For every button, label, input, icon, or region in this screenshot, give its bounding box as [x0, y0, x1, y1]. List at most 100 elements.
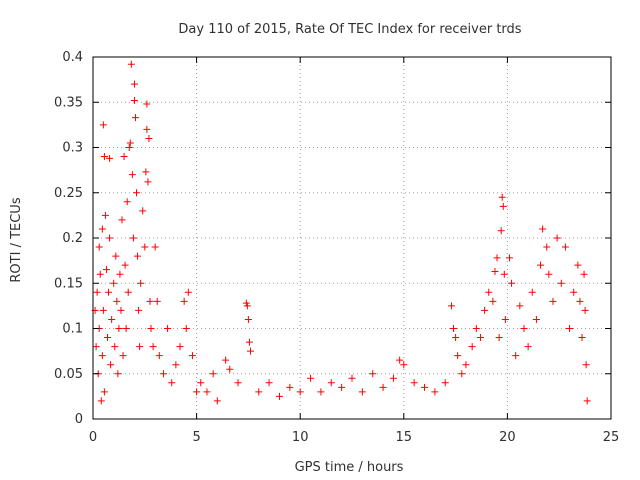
data-point — [508, 279, 516, 287]
data-point — [118, 216, 126, 224]
y-tick-label: 0.3 — [62, 141, 83, 156]
data-point — [421, 383, 429, 391]
data-point — [450, 325, 458, 332]
data-point — [537, 261, 545, 269]
data-point — [498, 193, 506, 201]
data-point — [576, 297, 584, 305]
data-point — [499, 202, 507, 210]
data-points — [91, 60, 591, 405]
data-point — [458, 370, 466, 378]
data-point — [143, 100, 151, 108]
data-point — [578, 334, 586, 342]
data-point — [400, 361, 408, 369]
data-point — [296, 388, 304, 396]
data-point — [93, 288, 101, 296]
data-point — [203, 388, 211, 396]
data-point — [491, 267, 499, 275]
data-point — [495, 334, 503, 342]
axes: 0 5 10 15 20 25 0 0.05 0.1 0.15 0.2 0.25 0.3 0.35 0.4 — [54, 50, 619, 445]
data-point — [570, 288, 578, 296]
x-tick-label: 5 — [192, 430, 200, 445]
data-point — [489, 297, 497, 305]
data-point — [317, 388, 325, 396]
data-point — [441, 379, 449, 387]
data-point — [389, 374, 397, 382]
data-point — [98, 225, 106, 233]
data-point — [255, 388, 263, 396]
data-point — [286, 383, 294, 391]
data-point — [142, 168, 150, 176]
data-point — [146, 297, 154, 305]
data-point — [117, 306, 125, 314]
data-point — [107, 361, 115, 369]
data-point — [222, 356, 230, 364]
y-tick-label: 0.1 — [62, 322, 83, 337]
data-point — [532, 315, 540, 323]
data-point — [447, 302, 455, 310]
data-point — [226, 365, 234, 373]
data-point — [497, 227, 505, 235]
data-point — [101, 211, 109, 219]
data-point — [100, 388, 108, 396]
grid — [93, 57, 611, 419]
x-tick-label: 15 — [396, 430, 413, 445]
data-point — [213, 397, 221, 405]
data-point — [113, 297, 121, 305]
data-point — [176, 343, 184, 351]
data-point — [539, 225, 547, 233]
data-point — [111, 343, 119, 351]
y-tick-label: 0.15 — [54, 276, 83, 291]
x-axis-label: GPS time / hours — [295, 460, 404, 475]
y-tick-label: 0.25 — [54, 186, 83, 201]
data-point — [348, 374, 356, 382]
data-point — [164, 325, 172, 332]
data-point — [147, 325, 155, 332]
data-point — [115, 325, 123, 332]
data-point — [124, 288, 132, 296]
data-point — [110, 279, 118, 287]
data-point — [184, 288, 192, 296]
data-point — [143, 125, 151, 133]
x-tick-label: 0 — [89, 430, 97, 445]
data-point — [557, 279, 565, 287]
data-point — [119, 352, 127, 360]
data-point — [106, 234, 114, 242]
data-point — [114, 370, 122, 378]
data-point — [182, 325, 190, 332]
data-point — [98, 352, 106, 360]
data-point — [543, 243, 551, 251]
data-point — [128, 171, 136, 179]
data-point — [180, 297, 188, 305]
data-point — [581, 306, 589, 314]
data-point — [524, 343, 532, 351]
data-point — [500, 270, 508, 278]
data-point — [234, 379, 242, 387]
data-point — [120, 153, 128, 161]
data-point — [566, 325, 574, 332]
data-point — [130, 80, 138, 88]
data-point — [126, 139, 134, 147]
data-point — [104, 334, 112, 342]
data-point — [462, 361, 470, 369]
x-tick-label: 10 — [292, 430, 309, 445]
data-point — [131, 114, 139, 122]
data-point — [431, 388, 439, 396]
y-tick-label: 0 — [75, 412, 83, 427]
data-point — [468, 343, 476, 351]
data-point — [549, 297, 557, 305]
data-point — [244, 315, 252, 323]
data-point — [99, 121, 107, 129]
data-point — [338, 383, 346, 391]
data-point — [168, 379, 176, 387]
data-point — [545, 270, 553, 278]
data-point — [134, 252, 142, 260]
y-tick-label: 0.2 — [62, 231, 83, 246]
data-point — [125, 144, 133, 151]
data-point — [396, 356, 404, 364]
chart-title: Day 110 of 2015, Rate Of TEC Index for r… — [178, 22, 521, 37]
data-point — [472, 325, 480, 332]
data-point — [105, 288, 113, 296]
data-point — [501, 315, 509, 323]
data-point — [116, 270, 124, 278]
